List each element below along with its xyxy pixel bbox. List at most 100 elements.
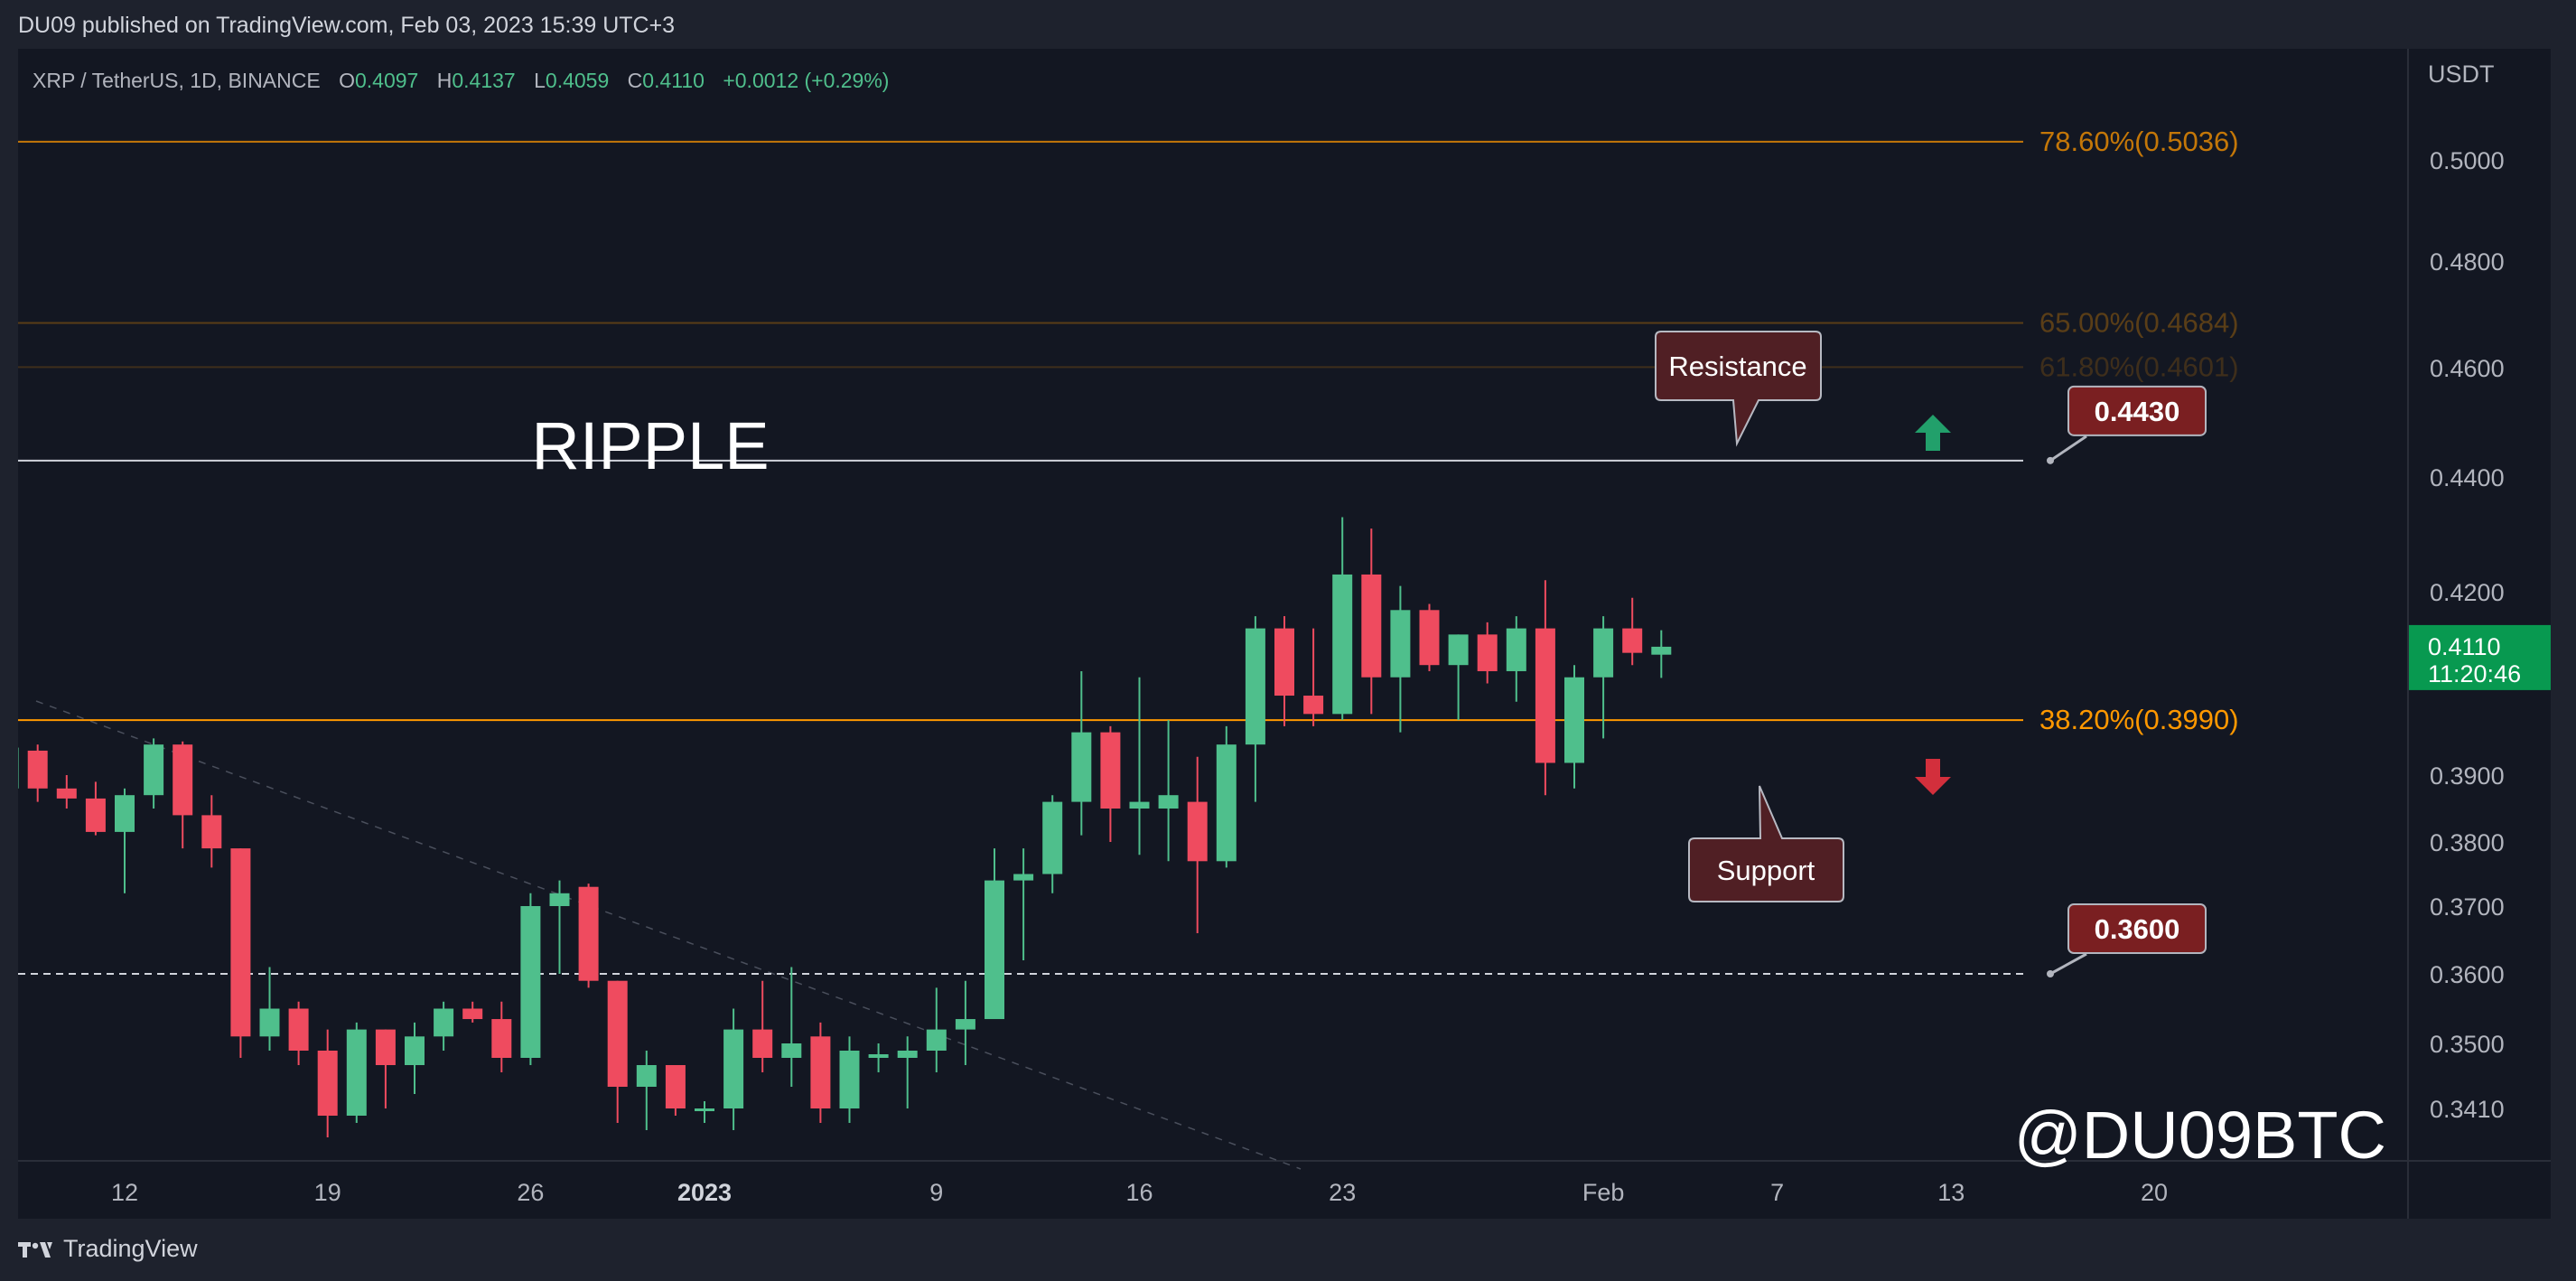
candle-body-5 xyxy=(144,744,164,796)
bottom-bar: TradingView xyxy=(0,1219,2576,1281)
x-tick-10: 20 xyxy=(2141,1179,2168,1206)
x-tick-9: 13 xyxy=(1937,1179,1965,1206)
candle-body-46 xyxy=(1332,574,1353,715)
candle-38 xyxy=(1100,725,1121,842)
ripple-title: RIPPLE xyxy=(531,408,769,483)
candle-body-20 xyxy=(578,886,599,981)
callout-price-1: 0.3600 xyxy=(2095,913,2180,945)
legend-high-label: H xyxy=(437,69,453,92)
candle-body-27 xyxy=(781,1043,802,1058)
svg-text:XRP / TetherUS, 1D, BINANCE: XRP / TetherUS, 1D, BINANCE O0.4097 H0.4… xyxy=(33,69,889,92)
candle-56 xyxy=(1622,597,1643,666)
tradingview-brand[interactable]: TradingView xyxy=(18,1235,198,1263)
candle-30 xyxy=(868,1043,889,1072)
candle-9 xyxy=(259,967,280,1051)
candle-22 xyxy=(636,1051,657,1130)
y-tick-2: 0.4600 xyxy=(2430,355,2505,382)
candle-body-39 xyxy=(1129,801,1150,809)
candle-body-31 xyxy=(897,1051,918,1058)
up-arrow-icon xyxy=(1915,415,1951,451)
legend-close-label: C xyxy=(628,69,643,92)
fib-label-1: 65.00%(0.4684) xyxy=(2039,306,2239,338)
candle-0 xyxy=(0,744,19,816)
candle-47 xyxy=(1361,528,1382,715)
candle-body-26 xyxy=(752,1029,773,1058)
candle-body-56 xyxy=(1622,628,1643,653)
x-tick-2: 26 xyxy=(517,1179,544,1206)
candle-16 xyxy=(462,1001,483,1023)
brand-name: TradingView xyxy=(63,1235,198,1262)
candle-body-49 xyxy=(1419,610,1440,666)
resistance-label: Resistance xyxy=(1668,351,1806,382)
y-tick-4: 0.4200 xyxy=(2430,579,2505,606)
price-chart[interactable]: 78.60%(0.5036) 65.00%(0.4684) 61.80%(0.460… xyxy=(0,49,2551,1219)
candle-40 xyxy=(1158,720,1179,862)
candle-15 xyxy=(434,1001,454,1051)
candle-body-2 xyxy=(56,788,77,799)
top-bar: DU09 published on TradingView.com, Feb 0… xyxy=(0,0,2576,49)
candle-body-4 xyxy=(115,795,135,832)
candle-35 xyxy=(1013,848,1034,960)
candle-46 xyxy=(1332,517,1353,721)
candle-49 xyxy=(1419,603,1440,671)
candle-body-11 xyxy=(317,1051,338,1116)
tradingview-logo-icon xyxy=(18,1241,52,1258)
candle-50 xyxy=(1448,634,1469,721)
candle-23 xyxy=(665,1065,686,1116)
candle-10 xyxy=(288,1001,309,1065)
candle-5 xyxy=(144,738,164,809)
watermark-handle: @DU09BTC xyxy=(2014,1098,2386,1173)
candle-body-10 xyxy=(288,1008,309,1051)
candle-52 xyxy=(1506,616,1526,702)
callout-badge-0 xyxy=(2067,385,2207,436)
down-arrow-icon xyxy=(1915,759,1951,795)
candle-body-30 xyxy=(868,1054,889,1058)
y-tick-5: 0.3900 xyxy=(2430,762,2505,790)
candle-body-32 xyxy=(926,1029,947,1051)
resistance-callout xyxy=(1655,331,1822,447)
x-tick-0: 12 xyxy=(111,1179,138,1206)
candle-body-44 xyxy=(1274,628,1294,697)
x-tick-1: 19 xyxy=(314,1179,341,1206)
candle-57 xyxy=(1651,630,1672,678)
y-tick-1: 0.4800 xyxy=(2430,248,2505,276)
legend-low-label: L xyxy=(534,69,546,92)
candle-body-36 xyxy=(1042,801,1063,874)
y-tick-0: 0.5000 xyxy=(2430,147,2505,174)
candle-body-3 xyxy=(85,798,106,832)
support-callout xyxy=(1688,785,1844,902)
chart-area[interactable]: 78.60%(0.5036) 65.00%(0.4684) 61.80%(0.460… xyxy=(0,49,2551,1219)
support-label: Support xyxy=(1717,855,1815,886)
candle-26 xyxy=(752,980,773,1072)
candle-body-47 xyxy=(1361,574,1382,678)
candle-body-52 xyxy=(1506,628,1526,671)
y-tick-8: 0.3600 xyxy=(2430,961,2505,988)
current-price-countdown: 11:20:46 xyxy=(2428,660,2521,687)
candle-body-7 xyxy=(201,815,222,849)
candle-body-48 xyxy=(1390,610,1411,678)
candle-body-35 xyxy=(1013,874,1034,881)
candle-27 xyxy=(781,967,802,1087)
current-price-value: 0.4110 xyxy=(2428,633,2501,660)
callout-leader-1 xyxy=(2049,952,2087,976)
y-tick-3: 0.4400 xyxy=(2430,464,2505,491)
candle-body-50 xyxy=(1448,634,1469,666)
currency-label: USDT xyxy=(2428,61,2495,88)
candle-13 xyxy=(375,1029,396,1108)
y-tick-9: 0.3500 xyxy=(2430,1031,2505,1058)
candle-55 xyxy=(1593,616,1614,739)
candle-12 xyxy=(346,1022,367,1123)
candle-body-24 xyxy=(695,1108,714,1111)
candle-8 xyxy=(230,848,251,1058)
candle-body-45 xyxy=(1303,696,1324,715)
candle-body-37 xyxy=(1071,732,1092,802)
publisher-text: DU09 published on TradingView.com, Feb 0… xyxy=(18,13,676,38)
candle-7 xyxy=(201,795,222,868)
x-tick-7: Feb xyxy=(1582,1179,1625,1206)
candle-body-29 xyxy=(839,1051,860,1108)
y-tick-6: 0.3800 xyxy=(2430,829,2505,856)
candle-body-19 xyxy=(549,893,570,906)
candle-42 xyxy=(1216,725,1237,868)
candle-body-43 xyxy=(1245,628,1265,745)
candle-17 xyxy=(491,1001,512,1072)
